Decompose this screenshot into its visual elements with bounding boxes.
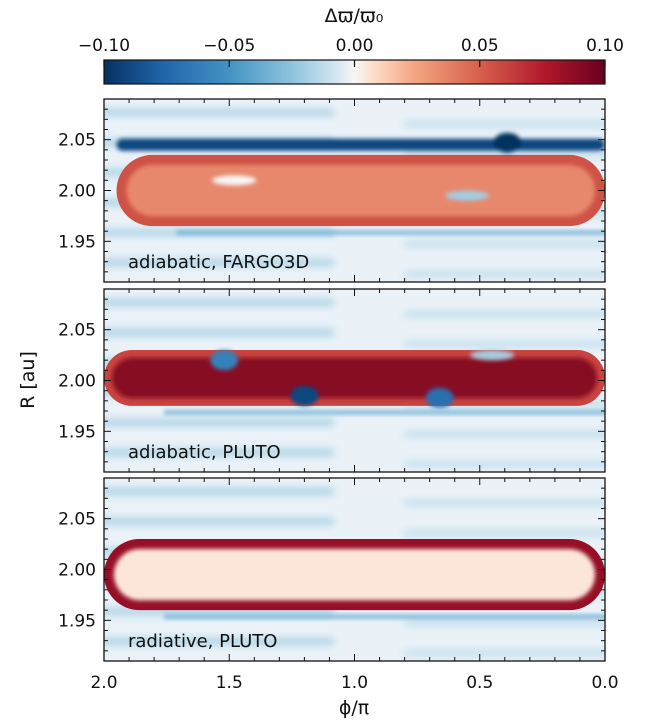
colorbar-tick-labels: −0.10 −0.05 0.00 0.05 0.10 [78,36,624,56]
light-spot [212,175,257,186]
y-tick-label: 1.95 [58,422,96,442]
features [210,350,515,408]
heatmap-panels: 1.95 2.00 2.05 adiabatic, FARGO3D 1.95 2.00 2.… [58,98,606,662]
y-tick-label: 2.00 [58,561,96,581]
band-fringe [164,614,605,620]
streak [104,329,334,336]
streak [404,241,605,247]
y-tick-label: 2.00 [58,372,96,392]
x-tick-labels: 2.0 1.5 1.0 0.5 0.0 [90,673,618,693]
streak [404,500,605,506]
streak [104,638,334,645]
band-interior [126,164,596,217]
light-spot [445,190,490,201]
y-tick-label: 2.05 [58,131,96,151]
streak [104,419,334,426]
y-tick-label: 1.95 [58,611,96,631]
streak [404,461,605,467]
streak [104,518,334,525]
band-fringe [164,409,605,415]
y-tick-label: 1.95 [58,232,96,252]
streak [104,449,334,456]
band-interior [111,357,598,399]
features [116,132,605,201]
colorbar-ticks [103,60,606,67]
colorbar-tick-label: −0.05 [203,36,255,56]
streak [104,608,334,615]
light-spot [470,350,515,361]
streak [404,341,605,347]
x-tick-label: 1.0 [341,673,368,693]
blue-spot [493,132,522,153]
streak [104,488,334,495]
y-tick-label: 2.05 [58,510,96,530]
panel-1: 1.95 2.00 2.05 adiabatic, FARGO3D [58,98,606,283]
streak [104,299,334,306]
x-tick-label: 2.0 [90,673,117,693]
panel-heatmap [104,99,605,282]
panel-heatmap [104,289,605,472]
blue-spot [210,350,239,371]
panel-2: 1.95 2.00 2.05 adiabatic, PLUTO [58,288,606,473]
blue-spot [425,387,454,408]
y-tick-label: 2.05 [58,321,96,341]
y-tick-label: 2.00 [58,182,96,202]
streak [404,530,605,536]
blue-spot [290,385,319,406]
panel-label: radiative, PLUTO [128,631,277,652]
streak [404,121,605,127]
streak [404,311,605,317]
streak [404,650,605,656]
streak [404,431,605,437]
streak [104,259,334,266]
x-axis-title: ϕ/π [339,697,369,719]
colorbar-label: Δϖ/ϖ₀ [325,5,384,27]
streak [404,620,605,626]
panel-label: adiabatic, FARGO3D [128,252,309,273]
y-axis-title: R [au] [17,351,39,409]
panel-label: adiabatic, PLUTO [128,442,281,463]
streak [404,271,605,277]
band-interior [113,548,596,601]
x-tick-label: 0.0 [591,673,618,693]
colorbar-tick-label: 0.00 [336,36,374,56]
panel-heatmap [104,478,605,661]
colorbar-tick-label: 0.10 [586,36,624,56]
colorbar-tick-label: 0.05 [461,36,499,56]
band-fringe [176,230,605,236]
x-tick-label: 1.5 [216,673,243,693]
panel-3: 1.95 2.00 2.05 radiative, PLUTO [58,477,606,662]
colorbar: Δϖ/ϖ₀ −0.10 −0.05 0.00 0.05 0.10 [78,5,624,85]
x-tick-label: 0.5 [466,673,493,693]
blue-stripe [116,138,605,151]
streak [104,109,334,116]
streak [404,151,605,157]
colorbar-tick-label: −0.10 [78,36,130,56]
